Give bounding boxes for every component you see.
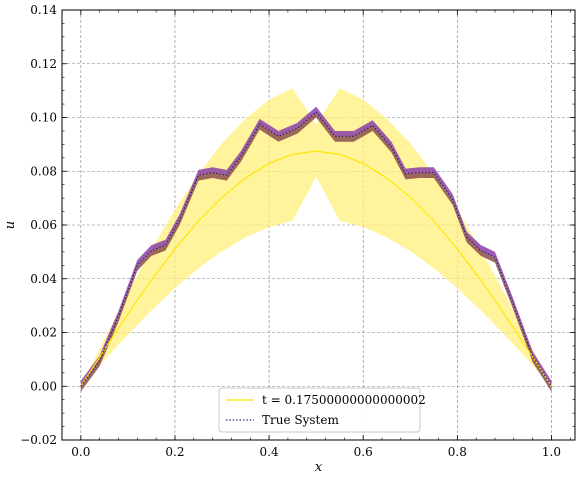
axis-ticks xyxy=(61,9,575,441)
x-tick-label: 0.4 xyxy=(260,445,279,459)
y-tick-label: 0.14 xyxy=(30,3,57,17)
y-tick-label: 0.06 xyxy=(30,218,57,232)
series-lines xyxy=(80,111,552,387)
y-tick-label: 0.02 xyxy=(30,326,57,340)
x-tick-label: 0.8 xyxy=(448,445,467,459)
model-line xyxy=(80,150,552,387)
x-axis-label: x xyxy=(315,460,323,475)
legend: t = 0.17500000000000002 True System xyxy=(218,387,426,433)
x-tick-label: 0.6 xyxy=(354,445,373,459)
x-tick-label: 0.0 xyxy=(71,445,90,459)
legend-label-true-system: True System xyxy=(262,413,339,427)
legend-label-model: t = 0.17500000000000002 xyxy=(262,393,426,407)
model-uncertainty-band xyxy=(80,88,552,387)
legend-box xyxy=(218,387,421,433)
y-tick-label: 0.10 xyxy=(30,111,57,125)
tick-labels: 0.0 0.2 0.4 0.6 0.8 1.0 −0.02 0.00 0.02 0.04 0.06 0… xyxy=(20,3,561,459)
y-tick-label: 0.04 xyxy=(30,272,57,286)
grid xyxy=(62,10,575,440)
y-tick-label: −0.02 xyxy=(20,433,57,447)
y-tick-label: 0.08 xyxy=(30,164,57,178)
uncertainty-bands xyxy=(80,88,552,392)
x-tick-label: 1.0 xyxy=(542,445,561,459)
y-tick-label: 0.12 xyxy=(30,57,57,71)
y-tick-label: 0.00 xyxy=(30,379,57,393)
x-tick-label: 0.2 xyxy=(165,445,184,459)
y-axis-label: u xyxy=(3,221,18,229)
